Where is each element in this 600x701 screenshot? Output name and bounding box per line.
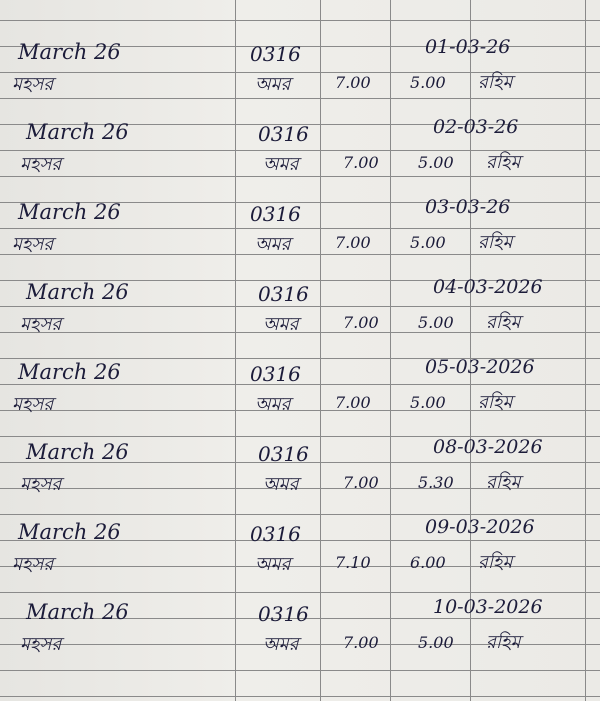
entry-name: অমর [255,394,291,415]
ruled-line [0,540,600,541]
entry-end: 5.00 [410,73,446,92]
entry-month: March 26 [18,520,121,544]
entry-month: March 26 [18,40,121,64]
entry-left-note: মহসর [20,474,62,495]
entry-date: 02-03-26 [433,116,519,138]
entry-end: 5.00 [410,393,446,412]
entry-left-note: মহসর [20,154,62,175]
column-line [585,0,586,701]
entry-name: অমর [263,634,299,655]
column-line [235,0,236,701]
ruled-line [0,332,600,333]
ruled-line [0,202,600,203]
ruled-line [0,696,600,697]
ruled-line [0,306,600,307]
entry-end: 5.00 [418,313,454,332]
ruled-line [0,488,600,489]
entry-left-note: মহসর [12,234,54,255]
entry-start: 7.00 [343,473,379,492]
entry-code: 0316 [250,202,301,226]
entry-date: 08-03-2026 [433,436,543,458]
ruled-line [0,358,600,359]
ruled-line [0,514,600,515]
ruled-line [0,254,600,255]
entry-date: 09-03-2026 [425,516,535,538]
ruled-line [0,670,600,671]
entry-sign: রহিম [486,472,521,493]
ruled-line [0,46,600,47]
entry-name: অমর [255,74,291,95]
entry-sign: রহিম [486,632,521,653]
entry-name: অমর [263,154,299,175]
entry-sign: রহিম [486,152,521,173]
ruled-line [0,618,600,619]
entry-code: 0316 [250,522,301,546]
entry-month: March 26 [18,200,121,224]
entry-start: 7.00 [343,313,379,332]
entry-code: 0316 [258,122,309,146]
entry-date: 03-03-26 [425,196,511,218]
entry-sign: রহিম [478,552,513,573]
entry-start: 7.10 [335,553,371,572]
entry-sign: রহিম [486,312,521,333]
entry-month: March 26 [26,600,129,624]
entry-sign: রহিম [478,232,513,253]
ruled-line [0,436,600,437]
entry-sign: রহিম [478,392,513,413]
entry-end: 5.00 [410,233,446,252]
ruled-line [0,410,600,411]
entry-start: 7.00 [343,153,379,172]
entry-end: 5.30 [418,473,454,492]
ruled-line [0,384,600,385]
entry-end: 6.00 [410,553,446,572]
ruled-line [0,72,600,73]
column-line [470,0,471,701]
entry-code: 0316 [258,602,309,626]
ruled-line [0,592,600,593]
ruled-line [0,176,600,177]
entry-date: 10-03-2026 [433,596,543,618]
entry-code: 0316 [250,362,301,386]
entry-month: March 26 [26,280,129,304]
entry-month: March 26 [18,360,121,384]
entry-date: 05-03-2026 [425,356,535,378]
ruled-line [0,150,600,151]
entry-left-note: মহসর [20,634,62,655]
column-line [320,0,321,701]
ruled-line [0,124,600,125]
entry-start: 7.00 [343,633,379,652]
entry-name: অমর [255,554,291,575]
entry-start: 7.00 [335,393,371,412]
entry-code: 0316 [250,42,301,66]
ruled-line [0,228,600,229]
entry-name: অমর [263,314,299,335]
entry-end: 5.00 [418,153,454,172]
entry-code: 0316 [258,442,309,466]
entry-left-note: মহসর [20,314,62,335]
entry-start: 7.00 [335,233,371,252]
entry-left-note: মহসর [12,554,54,575]
ruled-line [0,566,600,567]
entry-sign: রহিম [478,72,513,93]
ruled-line [0,644,600,645]
entry-month: March 26 [26,440,129,464]
entry-month: March 26 [26,120,129,144]
entry-end: 5.00 [418,633,454,652]
entry-name: অমর [263,474,299,495]
entry-start: 7.00 [335,73,371,92]
ruled-line [0,20,600,21]
entry-code: 0316 [258,282,309,306]
ruled-line [0,280,600,281]
entry-name: অমর [255,234,291,255]
column-line [390,0,391,701]
ruled-line [0,462,600,463]
entry-date: 04-03-2026 [433,276,543,298]
ruled-line [0,98,600,99]
entry-left-note: মহসর [12,74,54,95]
entry-left-note: মহসর [12,394,54,415]
entry-date: 01-03-26 [425,36,511,58]
